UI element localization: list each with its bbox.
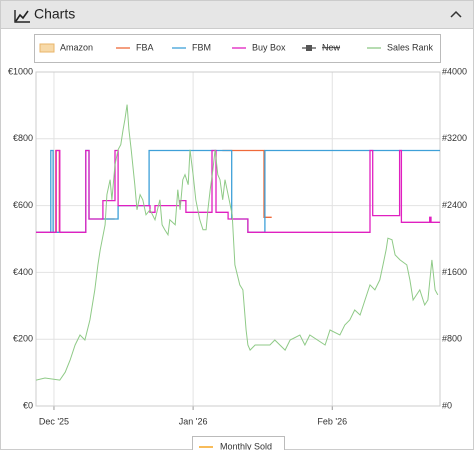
legend-label: Sales Rank xyxy=(387,42,434,52)
legend-item[interactable]: New xyxy=(302,42,341,52)
y2-tick-label: #2400 xyxy=(442,200,467,210)
plot-area: €0 €200 €400 €600 €800 €1000 #0 #800 #1600 #2400 #… xyxy=(8,66,467,426)
chart-icon-axes xyxy=(14,10,30,23)
legend-swatch-box xyxy=(306,45,312,51)
legend-label: Amazon xyxy=(60,42,93,52)
legend-label: FBA xyxy=(136,42,154,52)
y2-tick-label: #4000 xyxy=(442,66,467,76)
legend-label: Buy Box xyxy=(252,42,286,52)
legend-item[interactable]: Amazon xyxy=(39,42,93,53)
y-tick-label: €600 xyxy=(13,200,33,210)
y-tick-label: €800 xyxy=(13,133,33,143)
y-tick-label: €400 xyxy=(13,267,33,277)
legend-item[interactable]: Sales Rank xyxy=(367,42,434,52)
chart-icon xyxy=(15,10,29,22)
legend-label: FBM xyxy=(192,42,211,52)
legend-swatch xyxy=(39,43,55,53)
y2-tick-label: #3200 xyxy=(442,133,467,143)
y-tick-label: €1000 xyxy=(8,66,33,76)
panel-title: Charts xyxy=(34,6,75,22)
y-tick-label: €200 xyxy=(13,334,33,344)
x-tick-label: Feb '26 xyxy=(317,416,347,426)
x-tick-label: Jan '26 xyxy=(179,416,208,426)
series-line xyxy=(36,104,439,381)
panel-header[interactable] xyxy=(0,0,474,29)
y2-tick-label: #1600 xyxy=(442,267,467,277)
y-tick-label: €0 xyxy=(23,400,33,410)
y2-tick-label: #800 xyxy=(442,334,462,344)
legend-item[interactable]: FBA xyxy=(116,42,154,52)
legend-item[interactable]: Buy Box xyxy=(232,42,286,52)
series-line xyxy=(36,149,440,233)
legend-label: New xyxy=(322,42,341,52)
legend-item[interactable]: FBM xyxy=(172,42,211,52)
plot-border xyxy=(35,71,441,407)
y2-tick-label: #0 xyxy=(442,400,452,410)
collapse-chevron[interactable] xyxy=(450,10,462,18)
x-tick-label: Dec '25 xyxy=(39,416,69,426)
legend-label[interactable]: Monthly Sold xyxy=(220,441,272,451)
